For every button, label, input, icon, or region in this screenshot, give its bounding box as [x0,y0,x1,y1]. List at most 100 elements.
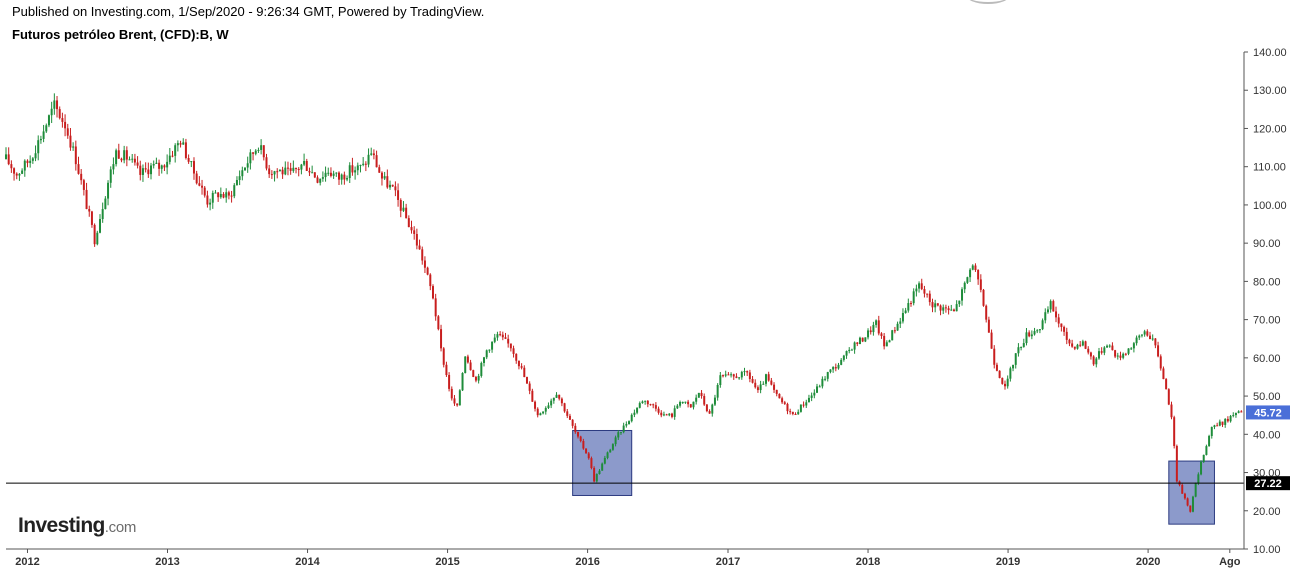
candle-159 [431,284,434,300]
candle-body [520,366,523,368]
candle-458 [1234,412,1237,418]
candle-172 [466,354,469,364]
candle-body [700,392,703,397]
candle-body [402,207,405,211]
candle-371 [1001,377,1004,385]
candle-body [491,341,494,350]
candle-263 [711,403,714,417]
candle-431 [1162,366,1165,380]
candle-156 [423,256,426,273]
candle-318 [858,336,861,345]
candle-387 [1044,308,1047,324]
candle-body [1076,344,1079,349]
candle-body [21,170,24,174]
candle-body [1202,454,1205,462]
candle-67 [184,138,187,160]
candle-body [826,372,829,379]
candle-body [351,165,354,173]
candle-body [727,374,730,376]
candle-body [1028,332,1031,337]
candle-390 [1052,299,1055,312]
candle-body [732,374,735,377]
candle-body [713,397,716,405]
candle-body [969,269,972,278]
candle-body [1200,461,1203,475]
candle-116 [316,175,319,184]
x-tick-label: 2013 [155,556,179,568]
candle-body [1232,415,1235,417]
candle-body [155,162,158,164]
candle-320 [864,337,867,343]
candle-204 [552,397,555,404]
candle-265 [716,383,719,401]
candle-251 [679,400,682,408]
candle-body [1103,347,1106,353]
candle-body [687,401,690,405]
candle-body [327,172,330,174]
candle-body [192,161,195,174]
candle-195 [528,381,531,395]
candle-body [995,364,998,371]
candle-body [869,330,872,333]
candle-402 [1084,340,1087,350]
candle-body [415,233,418,246]
candle-body [405,207,408,219]
candle-126 [343,171,346,185]
candle-body [1159,356,1162,369]
candle-108 [295,167,298,174]
candle-body [544,408,547,412]
candle-body [515,353,518,361]
candle-body [1006,378,1009,387]
candle-35 [98,214,101,234]
candle-247 [668,413,671,417]
candle-body [354,170,357,173]
candle-376 [1014,353,1017,369]
candle-body [670,413,673,417]
candle-body [39,138,42,141]
candle-273 [738,376,741,380]
candle-100 [273,170,276,182]
candle-133 [362,157,365,167]
candle-body [378,167,381,173]
candle-199 [539,412,542,416]
candle-254 [687,399,690,408]
candle-body [867,330,870,338]
candle-body [93,224,96,245]
candle-body [77,164,80,174]
candle-body [292,167,295,171]
candle-body [942,307,945,311]
candle-99 [270,170,273,179]
candle-216 [585,448,588,454]
candle-31 [88,205,91,217]
candle-63 [174,143,177,163]
candle-body [1229,415,1232,422]
candle-body [797,411,800,415]
candle-106 [289,162,292,175]
candle-150 [407,215,410,228]
candle-191 [517,360,520,370]
candle-body [762,383,765,385]
candle-154 [418,239,421,250]
candle-289 [781,396,784,404]
candle-392 [1057,313,1060,328]
candle-452 [1218,419,1221,427]
candle-46 [128,156,131,161]
candle-body [918,283,921,289]
candle-382 [1030,330,1033,340]
candle-body [824,378,827,380]
candle-145 [394,181,397,197]
candle-body [523,367,526,378]
candle-body [303,161,306,165]
candle-body [265,157,268,169]
candle-body [109,169,112,183]
candle-212 [574,423,577,434]
candle-body [380,172,383,179]
candle-242 [654,402,657,412]
candle-137 [372,149,375,160]
candle-101 [276,168,279,179]
candle-325 [877,315,880,336]
candle-243 [657,406,660,415]
candle-231 [625,421,628,428]
candle-436 [1175,444,1178,483]
